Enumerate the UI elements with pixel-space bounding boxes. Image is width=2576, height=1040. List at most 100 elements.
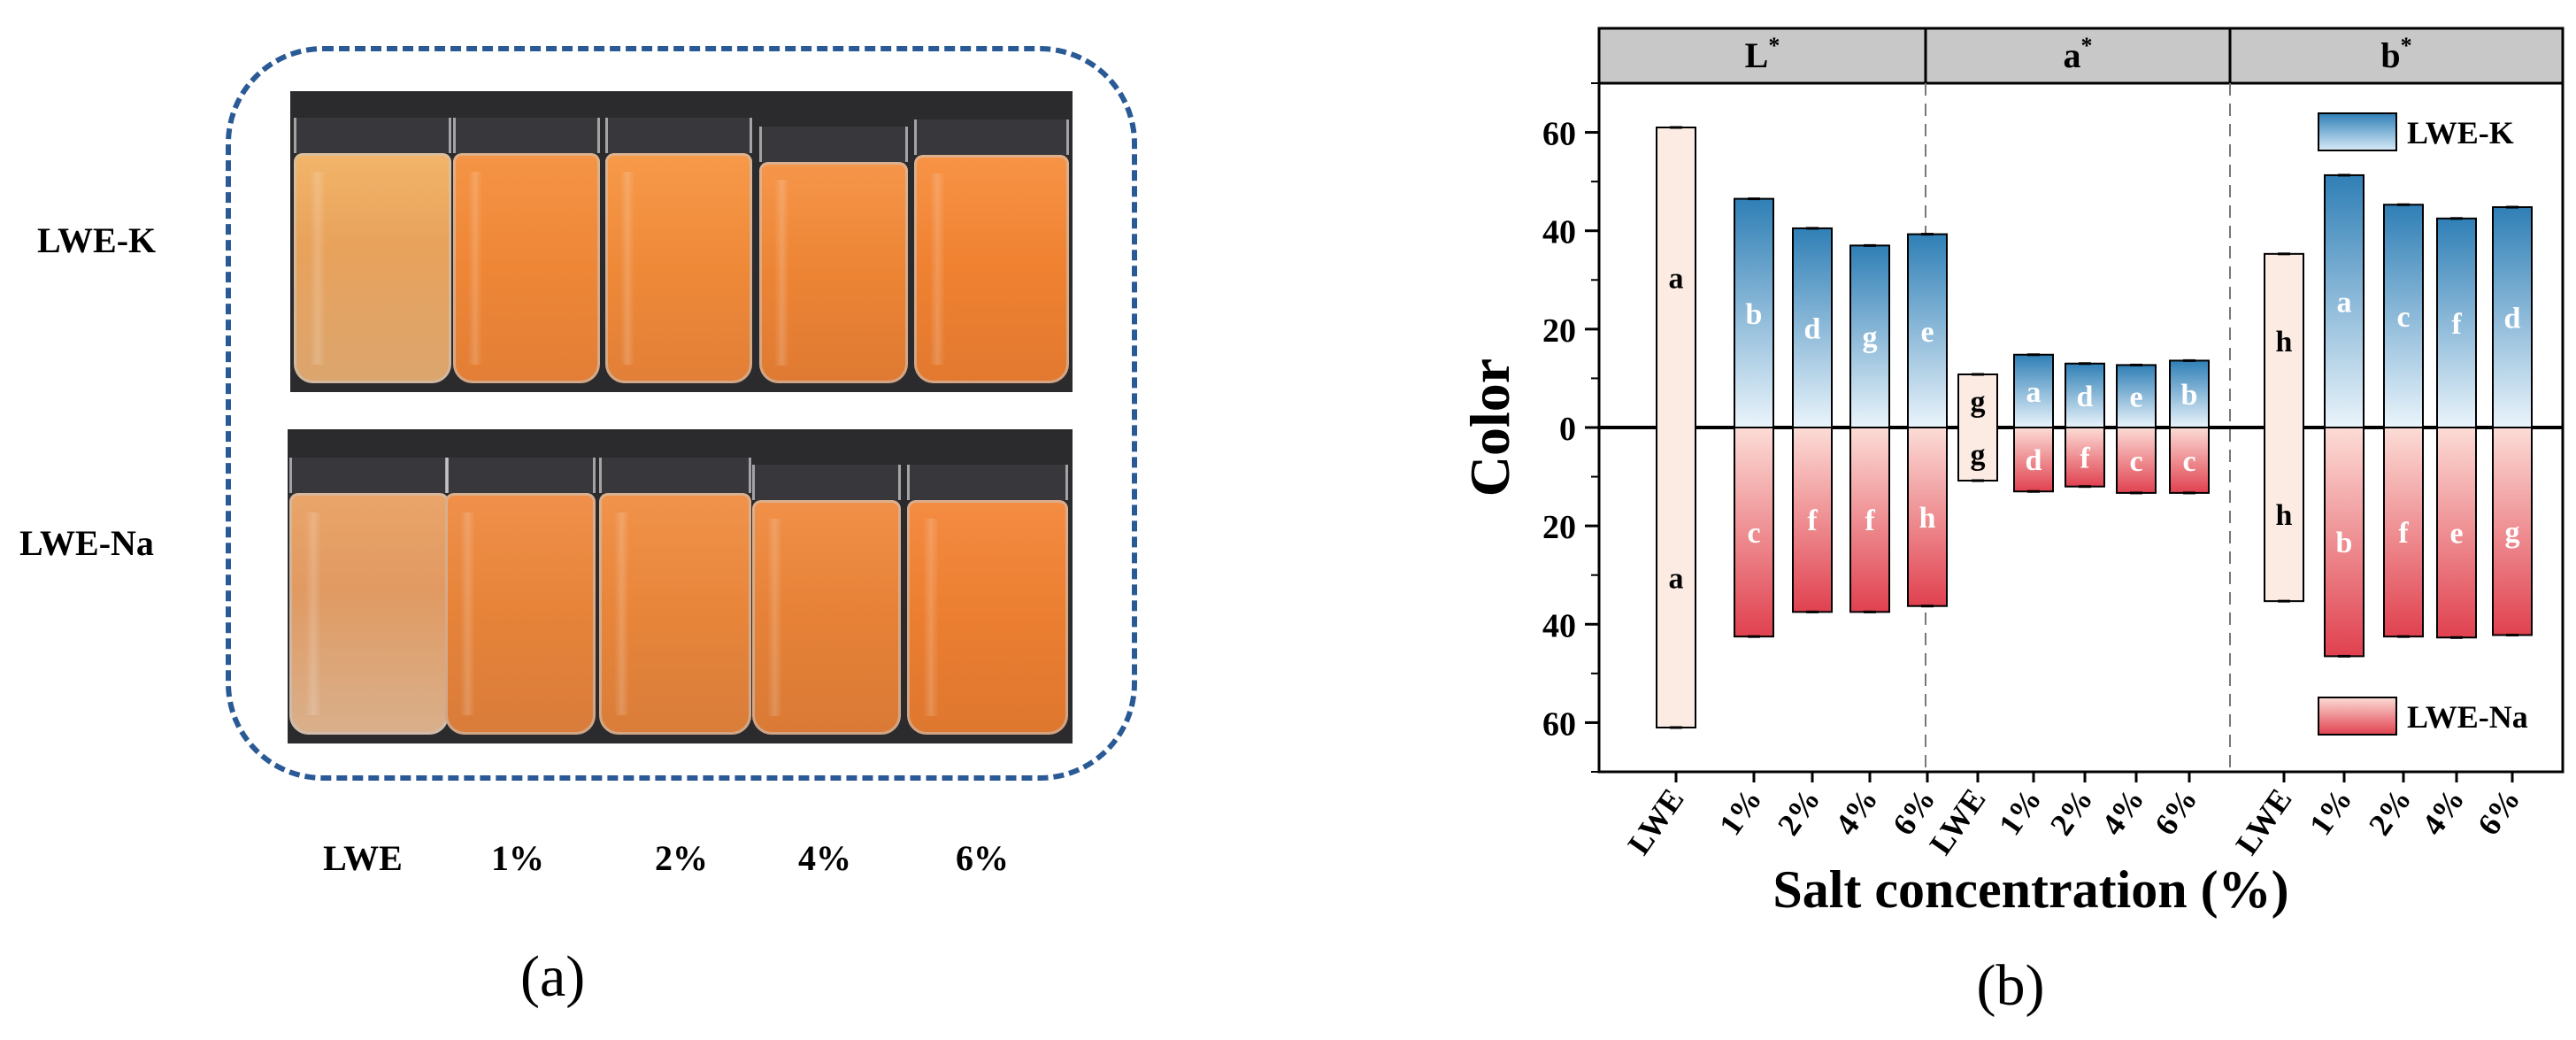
bar-letter-b-na: b (2336, 527, 2353, 559)
vial-na-lwe (289, 458, 449, 735)
bar-a-na-2% (2065, 427, 2105, 488)
bar-a-k-6% (2169, 359, 2210, 428)
bar-letter-a-lwe-na: g (1971, 439, 1986, 472)
bar-letter-L-k: g (1863, 321, 1878, 354)
bar-b-lwe (2264, 252, 2304, 603)
row-label-lwe-na: LWE-Na (19, 523, 154, 563)
bar-letter-b-k: c (2396, 301, 2410, 334)
sub-label-b: (b) (1977, 953, 2045, 1018)
y-tick-label: 0 (1559, 411, 1576, 448)
photo-lwe-na (288, 429, 1073, 743)
bar-a-k-4% (2116, 364, 2157, 428)
y-tick-label: 40 (1542, 214, 1576, 251)
x-tick-label-a: 4% (2095, 782, 2151, 842)
x-tick-label-a: 6% (2148, 782, 2204, 842)
vial-glass (599, 458, 751, 493)
bar-letter-b-na: e (2449, 518, 2463, 551)
bar-letter-a-k: d (2077, 381, 2094, 413)
bar-letter-a-k: e (2129, 381, 2142, 414)
bar-letter-b-k: f (2451, 308, 2462, 341)
bar-L-na-6% (1907, 427, 1948, 607)
bar-letter-b-k: a (2337, 286, 2352, 319)
vial-shine (929, 173, 945, 366)
bar-letter-b-lwe-k: h (2276, 326, 2293, 358)
panel-header-label-b: b* (2380, 33, 2411, 75)
vial-k-1pct (453, 118, 600, 383)
bar-L-na-1% (1734, 427, 1774, 638)
bar-letter-a-na: c (2182, 445, 2195, 478)
bar-L-k-4% (1849, 244, 1890, 428)
vial-shine (614, 512, 630, 716)
legend-swatch-lwe-na (2318, 697, 2397, 736)
bar-b-na-2% (2383, 427, 2424, 638)
panel-header-a (1924, 27, 2232, 85)
vial-glass (294, 118, 451, 153)
bar-letter-L-k: d (1804, 312, 1821, 345)
bar-letter-L-na: f (1865, 505, 1875, 537)
column-label-1pct: 1% (491, 838, 544, 878)
x-tick-label-L: LWE (1620, 782, 1690, 861)
vial-k-6pct (914, 119, 1069, 383)
x-tick-label-a: LWE (1922, 782, 1992, 861)
x-tick-label-a: 1% (1992, 782, 2049, 842)
bar-letter-a-k: a (2026, 376, 2042, 409)
vial-shine (773, 180, 789, 366)
bar-a-na-4% (2116, 427, 2157, 494)
bar-b-k-2% (2383, 204, 2424, 428)
vial-shine (467, 171, 483, 366)
panel-b: L* a* b* 60 40 20 0 20 40 60 Color Salt concentrati… (1416, 0, 2576, 1036)
x-axis-label: Salt concentration (%) (1772, 860, 2288, 919)
bar-L-na-2% (1792, 427, 1833, 613)
bar-letter-L-lwe-na: a (1669, 562, 1684, 595)
sub-label-a: (a) (520, 944, 586, 1009)
legend-swatch-lwe-k (2318, 112, 2397, 151)
column-label-2pct: 2% (655, 838, 708, 878)
bar-letter-L-na: h (1919, 502, 1936, 535)
bar-letter-a-k: b (2181, 379, 2198, 412)
x-tick-label-b: 2% (2362, 782, 2418, 842)
vial-glass (445, 458, 596, 493)
bar-letter-a-lwe-k: g (1971, 386, 1986, 419)
vial-glass (289, 458, 449, 493)
y-tick-label: 20 (1542, 312, 1576, 350)
bar-letter-L-na: c (1747, 517, 1760, 550)
bar-letter-a-na: f (2080, 442, 2090, 474)
bar-a-na-1% (2013, 427, 2054, 493)
vial-shine (460, 512, 475, 716)
vial-k-4pct (759, 127, 908, 383)
bar-letter-b-na: f (2398, 517, 2409, 550)
bar-letter-b-k: d (2504, 303, 2521, 335)
x-tick-label-L: 4% (1828, 782, 1885, 842)
vial-shine (923, 519, 940, 716)
bar-letter-a-na: c (2129, 445, 2142, 478)
vial-glass (453, 118, 600, 153)
x-tick-label-b: LWE (2228, 782, 2298, 861)
column-label-6pct: 6% (956, 838, 1009, 878)
vial-shine (766, 519, 782, 716)
bar-letter-a-na: d (2026, 444, 2042, 477)
row-label-lwe-k: LWE-K (37, 220, 157, 260)
vial-k-lwe (294, 118, 451, 383)
x-tick-label-b: 4% (2415, 782, 2472, 842)
vial-glass (914, 119, 1069, 155)
bar-L-lwe (1656, 127, 1696, 728)
panel-a: LWE-K LWE-Na LWE 1% 2% 4% 6% (a) (0, 0, 1186, 1036)
x-tick-label-L: 1% (1712, 782, 1769, 842)
photo-lwe-k (290, 91, 1073, 392)
vial-shine (309, 171, 326, 366)
x-tick-label-b: 6% (2471, 782, 2527, 842)
bar-letter-L-lwe-k: a (1669, 263, 1684, 296)
vial-glass (605, 118, 752, 153)
legend-label-lwe-na: LWE-Na (2407, 699, 2528, 735)
y-axis-label: Color (1458, 358, 1521, 497)
bar-a-k-2% (2065, 362, 2105, 428)
vial-shine (305, 512, 321, 716)
vial-k-2pct (605, 118, 752, 383)
bar-b-k-1% (2324, 173, 2365, 428)
vial-glass (759, 127, 908, 162)
bar-letter-L-k: b (1746, 298, 1763, 331)
column-label-4pct: 4% (798, 838, 851, 878)
vial-na-2pct (599, 458, 751, 735)
dashed-frame (226, 46, 1137, 781)
vial-na-6pct (907, 465, 1068, 735)
